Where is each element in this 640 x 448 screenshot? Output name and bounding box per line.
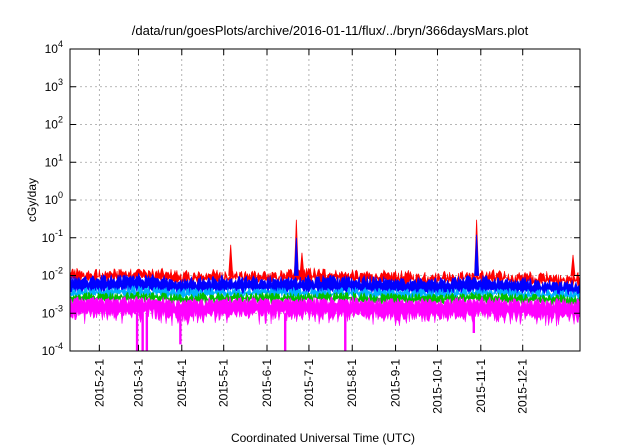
y-tick-label: 10-4 [42,341,63,358]
x-tick-label: 2015-8-1 [345,359,359,407]
x-tick-label: 2015-9-1 [389,359,403,407]
dip-mark [472,313,476,333]
y-tick-label: 10-3 [42,303,63,320]
dip-mark [179,313,182,345]
chart-title: /data/run/goesPlots/archive/2016-01-11/f… [132,23,529,38]
y-tick-label: 101 [45,152,63,169]
dip-mark [344,313,347,351]
x-axis-label: Coordinated Universal Time (UTC) [231,431,415,445]
dip-mark [145,313,149,351]
dip-mark [135,313,139,351]
x-tick-label: 2015-3-1 [131,359,145,407]
y-tick-label: 103 [45,77,63,94]
y-tick-label: 104 [45,39,63,56]
x-tick-label: 2015-5-1 [217,359,231,407]
x-tick-label: 2015-11-1 [474,359,488,413]
y-tick-label: 10-2 [42,266,63,283]
spike-mark [293,237,299,276]
x-tick-label: 2015-12-1 [516,359,530,414]
spike-mark [228,244,234,276]
y-tick-label: 102 [45,115,63,132]
dip-mark [141,313,144,351]
spike-mark [299,252,305,276]
x-tick-label: 2015-7-1 [302,359,316,407]
y-tick-label: 10-1 [42,228,63,245]
y-axis-label: cGy/day [25,178,39,222]
spike-mark [570,254,576,276]
x-tick-label: 2015-2-1 [92,359,106,407]
x-tick-label: 2015-4-1 [175,359,189,407]
x-tick-label: 2015-10-1 [430,359,444,414]
dip-mark [283,313,287,351]
x-axis: 2015-2-1 2015-3-1 2015-4-1 2015-5-1 2015-6-1… [92,49,530,414]
y-tick-label: 100 [45,190,63,207]
series-layer [69,219,581,351]
spike-mark [474,234,480,276]
x-tick-label: 2015-6-1 [260,359,274,407]
y-axis: 10-4 10-3 10-2 10-1 100 101 102 103 104 [42,39,580,358]
